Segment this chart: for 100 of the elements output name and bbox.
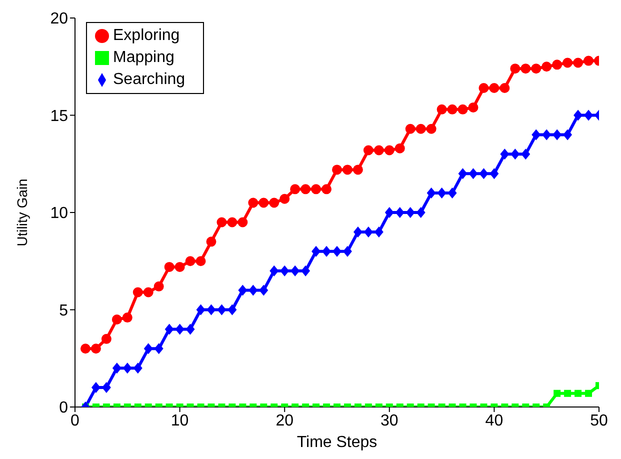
point (374, 226, 384, 238)
point (258, 198, 269, 208)
point (91, 382, 100, 394)
point (521, 148, 530, 160)
point (552, 129, 562, 140)
point (185, 256, 196, 266)
point (122, 312, 132, 323)
point (384, 207, 394, 218)
point (468, 102, 478, 112)
point (364, 226, 373, 238)
point (342, 164, 352, 175)
point (416, 207, 426, 218)
point (112, 314, 122, 324)
point (574, 110, 583, 121)
point (406, 207, 415, 218)
point (143, 287, 154, 298)
point (154, 343, 164, 354)
point (132, 287, 143, 298)
point (154, 281, 164, 292)
legend-label: Searching (113, 71, 186, 88)
point (352, 164, 363, 175)
point (510, 148, 520, 160)
x-tick-label: 20 (276, 412, 294, 430)
point (164, 262, 174, 272)
point (101, 334, 112, 344)
point (259, 284, 268, 296)
point (217, 304, 226, 316)
point (290, 265, 300, 276)
point (174, 262, 185, 272)
point (490, 168, 499, 180)
y-axis-title: Utility Gain (14, 178, 30, 246)
x-tick-label: 0 (70, 412, 80, 430)
point (562, 58, 573, 68)
point (500, 148, 510, 160)
x-tick-label: 50 (590, 412, 608, 430)
point (542, 129, 552, 140)
point (248, 198, 258, 208)
point (280, 265, 290, 276)
point (510, 64, 520, 74)
point (458, 168, 468, 180)
point (363, 145, 374, 156)
point (332, 246, 342, 257)
point (489, 83, 500, 94)
point (584, 110, 594, 121)
point (458, 104, 468, 114)
y-tick-label: 0 (59, 400, 68, 417)
point (353, 226, 362, 238)
point (585, 390, 592, 397)
point (248, 284, 258, 296)
point (322, 246, 332, 257)
point (270, 265, 279, 276)
point (196, 304, 206, 316)
point (500, 83, 510, 94)
point (554, 390, 561, 397)
point (394, 143, 405, 154)
x-tick-label: 40 (485, 412, 504, 430)
point (437, 188, 446, 199)
point (280, 194, 290, 204)
legend-label: Mapping (113, 49, 174, 66)
point (468, 168, 478, 180)
point (374, 145, 384, 156)
y-tick-label: 10 (50, 205, 68, 222)
point (563, 129, 572, 140)
point (574, 390, 582, 397)
point (395, 207, 404, 218)
point (206, 236, 216, 247)
y-tick-label: 20 (50, 10, 68, 28)
point (564, 390, 572, 397)
point (90, 344, 101, 354)
point (80, 344, 90, 354)
point (332, 164, 342, 175)
point (300, 184, 311, 194)
point (531, 64, 542, 74)
point (416, 124, 426, 134)
point (448, 188, 457, 199)
point (384, 145, 394, 156)
x-tick-label: 30 (380, 412, 398, 430)
point (102, 382, 111, 394)
point (216, 217, 227, 228)
point (405, 124, 416, 134)
x-tick-label: 10 (170, 412, 189, 430)
point (436, 104, 447, 114)
y-tick-label: 15 (50, 108, 68, 125)
point (478, 83, 489, 94)
point (238, 217, 248, 228)
x-axis-title: Time Steps (296, 434, 378, 451)
point (426, 124, 436, 134)
point (301, 265, 310, 276)
point (520, 64, 531, 74)
point (238, 284, 248, 296)
point (196, 256, 206, 266)
point (164, 324, 174, 335)
point (552, 60, 562, 70)
point (322, 184, 332, 194)
point (426, 188, 436, 199)
point (290, 184, 300, 194)
point (532, 129, 541, 140)
legend-label: Exploring (113, 27, 180, 44)
point (479, 168, 488, 180)
point (447, 104, 458, 114)
